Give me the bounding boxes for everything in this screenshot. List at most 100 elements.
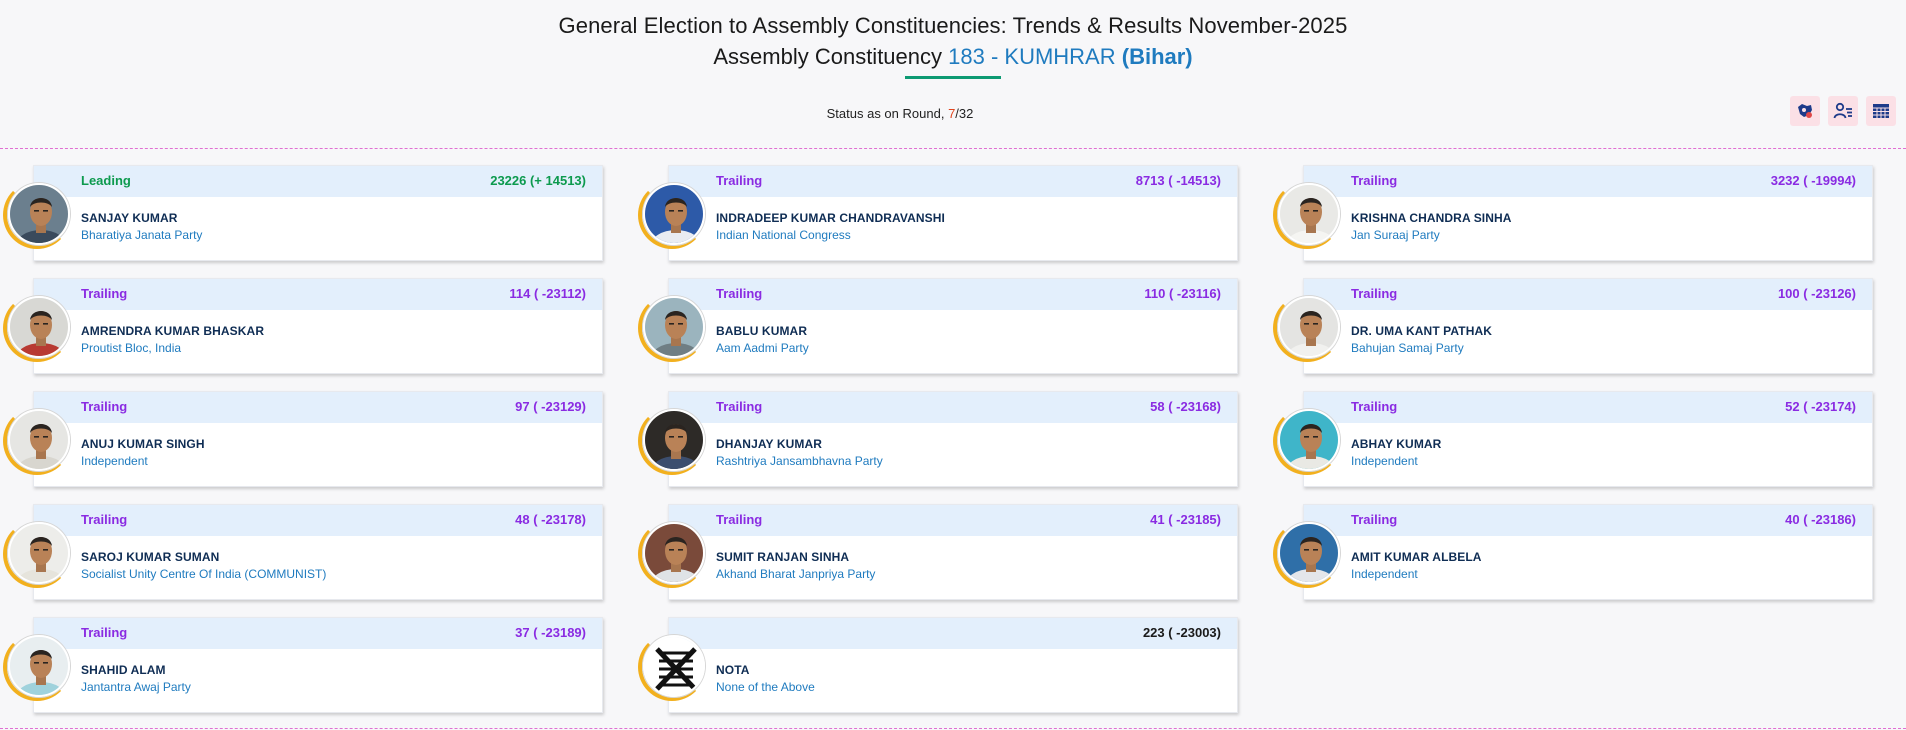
candidate-card-header: Trailing 97 ( -23129) — [34, 392, 602, 423]
candidate-party: Indian National Congress — [716, 228, 851, 242]
table-view-button[interactable] — [1866, 96, 1896, 126]
candidate-card[interactable]: 223 ( -23003) NOTA None of the Above — [635, 617, 1270, 713]
candidate-card[interactable]: Trailing 114 ( -23112) AMRENDRA KUMAR BHAS… — [0, 278, 635, 374]
candidate-status: Trailing — [716, 286, 763, 301]
page-title: General Election to Assembly Constituenc… — [558, 13, 1348, 38]
photo-ring — [638, 520, 706, 588]
candidate-card-header: Trailing 37 ( -23189) — [34, 618, 602, 649]
candidate-card[interactable]: Trailing 48 ( -23178) SAROJ KUMAR SUMAN Soc… — [0, 504, 635, 600]
candidate-name: KRISHNA CHANDRA SINHA — [1351, 211, 1512, 225]
candidate-photo — [8, 409, 70, 471]
constituency-state: (Bihar) — [1121, 44, 1193, 69]
candidate-party: Independent — [1351, 454, 1418, 468]
candidate-photo — [8, 183, 70, 245]
candidate-card-box: Trailing 52 ( -23174) ABHAY KUMAR Independe… — [1303, 391, 1873, 487]
candidate-votes: 52 ( -23174) — [1785, 399, 1856, 414]
candidate-card[interactable]: Leading 23226 (+ 14513) SANJAY KUMAR Bharat… — [0, 165, 635, 261]
candidate-card[interactable]: Trailing 37 ( -23189) SHAHID ALAM Jantantra… — [0, 617, 635, 713]
constituency-prefix: Assembly Constituency — [713, 44, 943, 69]
candidate-party: None of the Above — [716, 680, 815, 694]
candidate-card-box: Trailing 37 ( -23189) SHAHID ALAM Jantantra… — [33, 617, 603, 713]
candidate-card-header: Trailing 40 ( -23186) — [1304, 505, 1872, 536]
candidate-card-header: Trailing 58 ( -23168) — [669, 392, 1237, 423]
candidate-photo — [1278, 522, 1340, 584]
photo-ring — [638, 633, 706, 701]
candidate-votes: 110 ( -23116) — [1144, 286, 1221, 301]
nota-symbol-icon — [643, 635, 705, 697]
candidate-votes: 37 ( -23189) — [515, 625, 586, 640]
candidate-card[interactable]: Trailing 58 ( -23168) DHANJAY KUMAR Rashtri… — [635, 391, 1270, 487]
candidate-card-box: Trailing 110 ( -23116) BABLU KUMAR Aam Aadm… — [668, 278, 1238, 374]
candidate-votes: 48 ( -23178) — [515, 512, 586, 527]
candidate-card-box: Trailing 3232 ( -19994) KRISHNA CHANDRA SI… — [1303, 165, 1873, 261]
candidate-card-box: Leading 23226 (+ 14513) SANJAY KUMAR Bharat… — [33, 165, 603, 261]
candidate-name: AMRENDRA KUMAR BHASKAR — [81, 324, 265, 338]
candidate-party: Independent — [81, 454, 148, 468]
photo-ring — [3, 407, 71, 475]
candidate-status: Trailing — [81, 399, 128, 414]
candidate-status: Trailing — [81, 286, 128, 301]
candidate-photo — [643, 409, 705, 471]
candidate-card[interactable]: Trailing 41 ( -23185) SUMIT RANJAN SINHA Ak… — [635, 504, 1270, 600]
candidate-votes: 41 ( -23185) — [1150, 512, 1221, 527]
candidate-card-header: Trailing 52 ( -23174) — [1304, 392, 1872, 423]
constituency-title: Assembly Constituency 183 - KUMHRAR (Bih… — [0, 42, 1906, 72]
candidate-votes: 3232 ( -19994) — [1770, 173, 1856, 188]
candidate-party: Socialist Unity Centre Of India (COMMUNI… — [81, 567, 327, 581]
table-view-icon — [1871, 101, 1891, 121]
candidate-card[interactable]: Trailing 97 ( -23129) ANUJ KUMAR SINGH Inde… — [0, 391, 635, 487]
constituency-map-icon — [1795, 101, 1815, 121]
candidate-name: ANUJ KUMAR SINGH — [81, 437, 205, 451]
candidate-status: Leading — [81, 173, 131, 188]
candidate-grid: Leading 23226 (+ 14513) SANJAY KUMAR Bharat… — [0, 165, 1905, 713]
candidate-name: INDRADEEP KUMAR CHANDRAVANSHI — [716, 211, 945, 225]
photo-ring — [638, 294, 706, 362]
candidate-card-box: 223 ( -23003) NOTA None of the Above — [668, 617, 1238, 713]
candidate-filter-button[interactable] — [1828, 96, 1858, 126]
candidate-filter-icon — [1833, 101, 1853, 121]
candidate-name: SAROJ KUMAR SUMAN — [81, 550, 220, 564]
candidate-votes: 97 ( -23129) — [515, 399, 586, 414]
candidate-status: Trailing — [1351, 512, 1398, 527]
candidate-votes: 114 ( -23112) — [509, 286, 586, 301]
candidate-status: Trailing — [716, 512, 763, 527]
constituency-map-button[interactable] — [1790, 96, 1820, 126]
photo-ring — [638, 407, 706, 475]
candidate-card-header: Trailing 3232 ( -19994) — [1304, 166, 1872, 197]
candidate-card[interactable]: Trailing 110 ( -23116) BABLU KUMAR Aam Aadm… — [635, 278, 1270, 374]
candidate-card-box: Trailing 114 ( -23112) AMRENDRA KUMAR BHAS… — [33, 278, 603, 374]
round-status-label: Status as on Round, — [826, 106, 945, 121]
photo-ring — [1273, 520, 1341, 588]
round-current: 7 — [948, 106, 956, 121]
round-total: /32 — [955, 106, 974, 121]
candidate-name: DHANJAY KUMAR — [716, 437, 822, 451]
candidate-party: Akhand Bharat Janpriya Party — [716, 567, 876, 581]
candidate-party: Rashtriya Jansambhavna Party — [716, 454, 883, 468]
candidate-card-box: Trailing 58 ( -23168) DHANJAY KUMAR Rashtri… — [668, 391, 1238, 487]
candidate-card-header: Trailing 110 ( -23116) — [669, 279, 1237, 310]
candidate-card-box: Trailing 48 ( -23178) SAROJ KUMAR SUMAN Soc… — [33, 504, 603, 600]
candidate-votes: 8713 ( -14513) — [1135, 173, 1221, 188]
photo-ring — [638, 181, 706, 249]
candidate-name: SANJAY KUMAR — [81, 211, 178, 225]
candidate-card[interactable]: Trailing 40 ( -23186) AMIT KUMAR ALBELA Ind… — [1270, 504, 1905, 600]
candidate-name: AMIT KUMAR ALBELA — [1351, 550, 1482, 564]
candidate-status: Trailing — [716, 399, 763, 414]
candidate-votes: 223 ( -23003) — [1142, 625, 1221, 640]
photo-ring — [3, 520, 71, 588]
candidate-status: Trailing — [81, 625, 128, 640]
candidate-party: Independent — [1351, 567, 1418, 581]
page-header: General Election to Assembly Constituenc… — [0, 0, 1906, 79]
candidate-card[interactable]: Trailing 52 ( -23174) ABHAY KUMAR Independe… — [1270, 391, 1905, 487]
candidate-photo — [8, 296, 70, 358]
candidate-status: Trailing — [716, 173, 763, 188]
candidate-status: Trailing — [1351, 286, 1398, 301]
photo-ring — [1273, 294, 1341, 362]
candidate-card[interactable]: Trailing 3232 ( -19994) KRISHNA CHANDRA SI… — [1270, 165, 1905, 261]
candidate-votes: 100 ( -23126) — [1777, 286, 1856, 301]
candidate-card[interactable]: Trailing 8713 ( -14513) INDRADEEP KUMAR CH… — [635, 165, 1270, 261]
candidate-photo — [1278, 296, 1340, 358]
candidate-card[interactable]: Trailing 100 ( -23126) DR. UMA KANT PATHAK… — [1270, 278, 1905, 374]
candidate-name: DR. UMA KANT PATHAK — [1351, 324, 1492, 338]
candidate-party: Bahujan Samaj Party — [1351, 341, 1464, 355]
